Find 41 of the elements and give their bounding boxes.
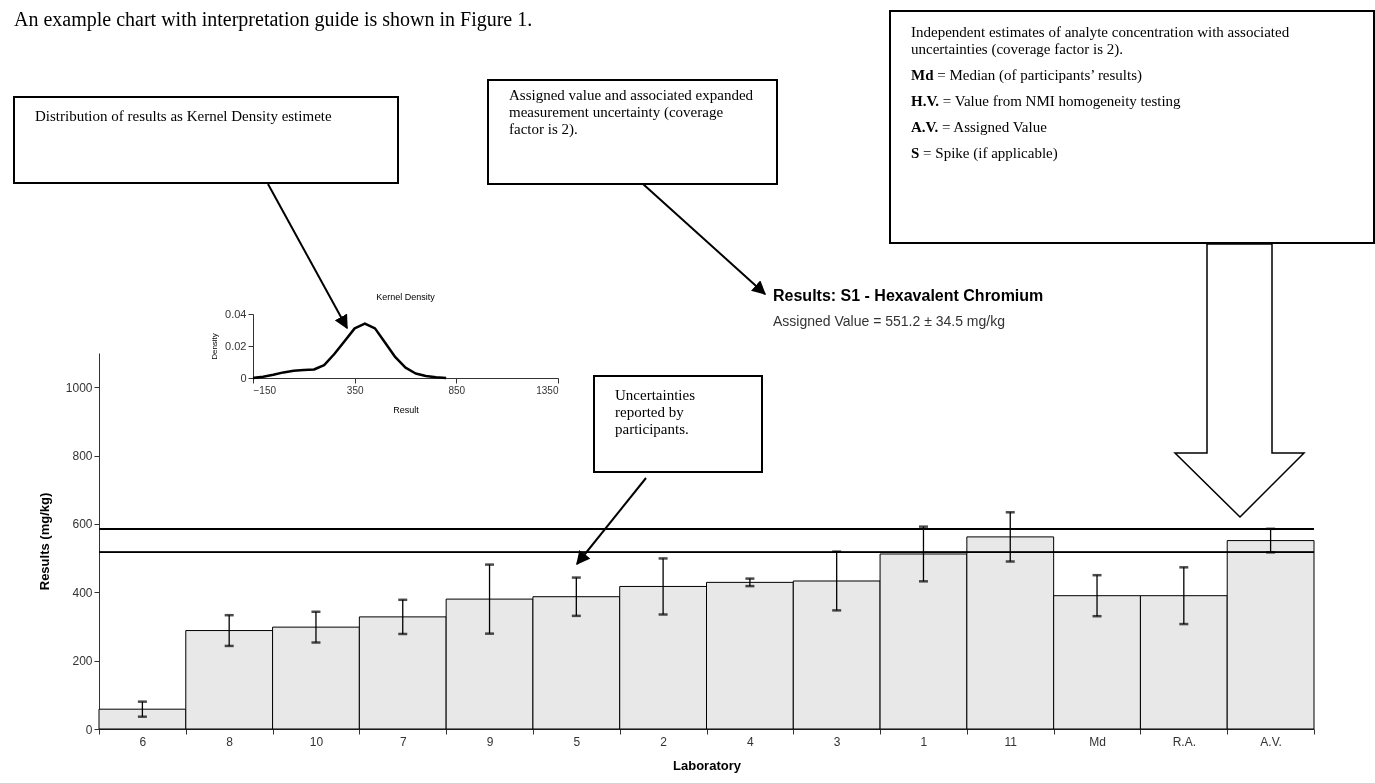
y-tick-label: 0.04 [225,307,247,320]
x-tick-label: 4 [747,734,755,749]
x-tick-label: 1 [920,734,928,749]
x-tick-label: 6 [139,734,147,749]
y-axis-title: Density [210,333,220,360]
x-tick-label: 350 [346,384,364,396]
note-box: Independent estimates of analyte concentration with associated uncertainties (coverage factor is 2). Md = Median (of participants’ results) H.V. = Value from NMI homogeneity testing A.V. = Assigned Value S = Spike (if applicable) [889,10,1375,244]
chart-title: Kernel Density [376,292,436,302]
text: An example chart with interpretation guide is shown in Figure 1. [14,8,533,31]
note-box: Uncertainties reported by participants. [593,375,763,473]
chart-title: Results: S1 - Hexavalent Chromium [773,287,1044,304]
x-tick-label: 9 [486,734,494,749]
y-tick-label: 1000 [65,380,93,395]
y-tick-label: 0 [240,371,247,384]
x-tick-label: 11 [1004,734,1018,749]
chart-subtitle: Assigned Value = 551.2 ± 34.5 mg/kg [773,313,1005,329]
note-box: Assigned value and associated expanded measurement uncertainty (coverage factor is 2). [487,79,778,185]
y-tick-label: 600 [72,517,93,532]
x-axis-title: Result [393,404,420,415]
line-series [251,322,448,380]
y-tick-label: 200 [72,654,93,669]
x-axis-title: Laboratory [673,757,742,773]
x-tick-label: 8 [226,734,234,749]
y-tick-label: 800 [72,449,93,464]
x-tick-label: R.A. [1172,734,1196,749]
x-tick-label: 10 [309,734,324,749]
annotation: Uncertainties reported by participants. [615,387,696,438]
y-axis-title: Results (mg/kg) [36,492,52,591]
y-tick-label: 0 [85,722,93,737]
x-tick-label: 1350 [536,384,559,396]
y-tick-label: 0.02 [225,339,247,352]
x-tick-label: 2 [660,734,668,749]
y-tick-label: 400 [72,585,93,600]
x-tick-label: A.V. [1260,734,1282,749]
x-tick-label: 850 [448,384,466,396]
note-box: Distribution of results as Kernel Density estimete [13,96,399,184]
x-tick-label: 7 [399,734,407,749]
x-tick-label: Md [1089,734,1106,749]
x-tick-label: −150 [253,384,277,396]
x-tick-label: 3 [833,734,841,749]
x-tick-label: 5 [573,734,581,749]
